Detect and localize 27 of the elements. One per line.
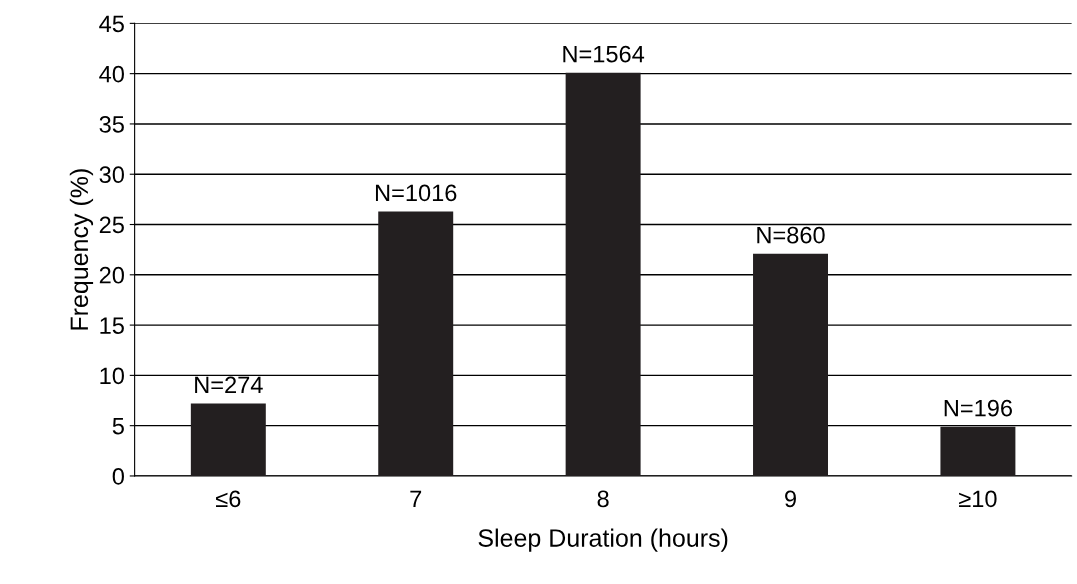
annotation: N=860 [757, 226, 825, 244]
x-tick-label: 8 [597, 490, 609, 508]
bar [565, 72, 641, 476]
annotation: N=1016 [375, 184, 457, 202]
y-tick-label: 0 [112, 468, 124, 485]
x-tick-label: ≥10 [959, 490, 997, 508]
annotation: N=1564 [563, 45, 645, 63]
y-tick-label: 20 [99, 266, 124, 284]
annotation: N=196 [944, 399, 1012, 417]
y-tick-label: 45 [99, 15, 124, 33]
y-tick-label: 5 [112, 417, 124, 435]
y-tick-label: 10 [100, 367, 124, 385]
y-tick-label: 35 [99, 116, 124, 133]
bar [940, 426, 1016, 476]
bar [753, 253, 828, 476]
y-axis-title: Frequency (%) [69, 169, 94, 330]
bar [190, 403, 266, 476]
x-axis-title: Sleep Duration (hours) [478, 528, 728, 552]
y-tick-label: 15 [100, 317, 124, 334]
x-tick-label: 9 [785, 490, 796, 508]
x-tick-label: ≤6 [216, 490, 241, 508]
x-tick-label: 7 [410, 490, 422, 507]
annotation: N=274 [195, 376, 263, 394]
y-tick-label: 40 [99, 65, 124, 83]
y-tick-label: 25 [99, 216, 124, 234]
bar [378, 211, 454, 476]
y-tick-label: 30 [99, 166, 124, 184]
